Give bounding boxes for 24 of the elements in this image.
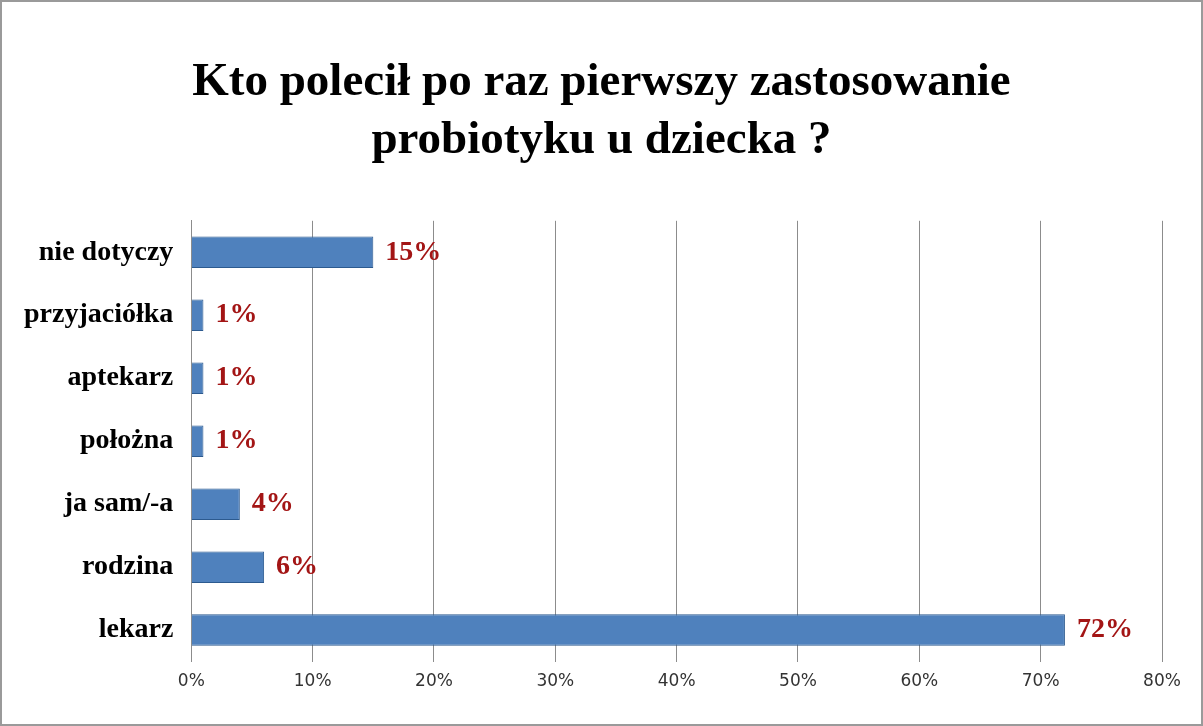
x-tick-label: 20% xyxy=(415,670,453,691)
x-tick-label: 80% xyxy=(1143,670,1181,691)
x-tick-label: 40% xyxy=(657,670,696,691)
y-tick-label: lekarz xyxy=(98,612,174,644)
y-tick-label: rodzina xyxy=(82,549,174,581)
x-tick-label: 10% xyxy=(293,670,332,691)
x-tick-label: 70% xyxy=(1021,670,1060,691)
data-label: 15% xyxy=(385,234,442,266)
data-label: 72% xyxy=(1076,612,1133,644)
chart-title: Kto polecił po raz pierwszy zastosowanie probiotyku u dziecka ? xyxy=(191,52,1012,165)
y-tick-label: ja sam/-a xyxy=(62,486,174,518)
y-tick-label: aptekarz xyxy=(67,360,174,392)
y-tick-label: przyjaciółka xyxy=(24,297,174,329)
y-tick-label: nie dotyczy xyxy=(38,234,174,266)
x-tick-label: 50% xyxy=(779,670,817,691)
data-label: 1% xyxy=(215,423,258,455)
y-tick-label: położna xyxy=(79,423,174,455)
data-label: 6% xyxy=(276,549,319,581)
x-tick-label: 60% xyxy=(900,670,939,691)
x-tick-label: 0% xyxy=(177,670,205,691)
data-label: 1% xyxy=(215,297,258,329)
data-label: 1% xyxy=(215,360,258,392)
data-label: 4% xyxy=(251,486,294,518)
x-tick-label: 30% xyxy=(536,670,575,691)
